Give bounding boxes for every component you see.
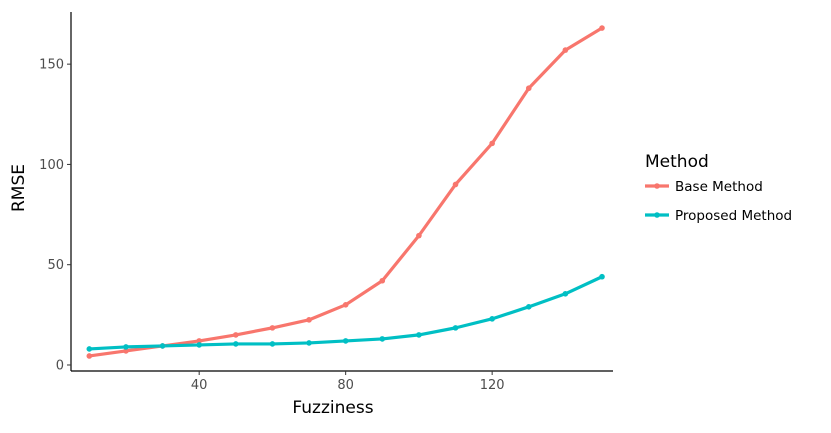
legend-key-point — [654, 212, 660, 218]
legend-key-point — [654, 183, 660, 189]
data-point — [416, 332, 422, 338]
x-tick-label: 40 — [191, 378, 208, 393]
ticks: 40 80 120 0 50 100 150 — [39, 58, 504, 393]
data-point — [342, 302, 349, 308]
legend: Method Base Method Proposed Method — [645, 152, 792, 224]
data-point — [269, 325, 276, 331]
data-point — [416, 232, 422, 239]
y-tick-label: 150 — [39, 58, 64, 73]
data-point — [599, 273, 605, 280]
data-point — [86, 346, 93, 352]
series-line-proposed-method — [87, 275, 604, 351]
data-point — [489, 316, 495, 322]
data-point — [342, 338, 349, 344]
data-point — [269, 341, 276, 347]
x-tick-label: 80 — [337, 378, 354, 393]
legend-item-proposed-method: Proposed Method — [645, 208, 792, 224]
data-point — [232, 332, 239, 338]
legend-item-base-method: Base Method — [645, 179, 763, 195]
data-point — [123, 344, 129, 350]
data-point — [599, 25, 605, 31]
data-point — [489, 140, 495, 147]
data-point — [525, 304, 532, 310]
data-point — [159, 343, 166, 349]
data-point — [562, 290, 569, 297]
data-point — [379, 277, 386, 284]
data-point — [306, 317, 312, 323]
data-point — [232, 341, 239, 347]
data-point — [562, 47, 569, 53]
data-point — [525, 85, 532, 92]
y-tick-label: 0 — [56, 358, 64, 373]
data-point — [379, 336, 386, 342]
axes — [70, 12, 613, 372]
y-tick-label: 100 — [39, 158, 64, 173]
data-point — [123, 348, 129, 354]
y-tick-label: 50 — [47, 258, 64, 273]
data-point — [86, 353, 93, 359]
data-point — [452, 181, 459, 188]
y-axis-title: RMSE — [9, 164, 29, 212]
x-tick-label: 120 — [480, 378, 505, 393]
data-point — [196, 338, 202, 344]
data-point — [452, 325, 459, 331]
legend-title: Method — [645, 152, 709, 172]
series-points — [86, 25, 605, 359]
x-axis-title: Fuzziness — [292, 398, 373, 418]
legend-label: Proposed Method — [675, 208, 792, 224]
data-point — [196, 342, 202, 348]
data-point — [306, 340, 312, 346]
legend-label: Base Method — [675, 179, 763, 195]
